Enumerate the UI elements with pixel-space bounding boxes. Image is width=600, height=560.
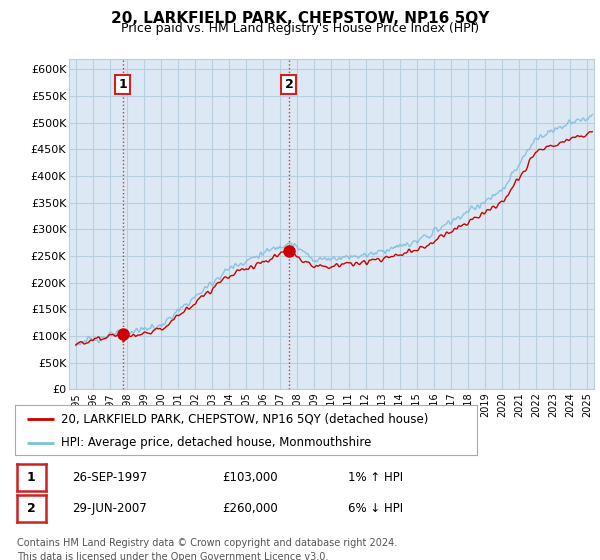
Text: 2: 2 <box>27 502 35 515</box>
Text: 20, LARKFIELD PARK, CHEPSTOW, NP16 5QY: 20, LARKFIELD PARK, CHEPSTOW, NP16 5QY <box>111 11 489 26</box>
Text: 1: 1 <box>27 470 35 484</box>
Text: 6% ↓ HPI: 6% ↓ HPI <box>348 502 403 515</box>
Text: £260,000: £260,000 <box>222 502 278 515</box>
Text: 26-SEP-1997: 26-SEP-1997 <box>72 470 147 484</box>
Text: 20, LARKFIELD PARK, CHEPSTOW, NP16 5QY (detached house): 20, LARKFIELD PARK, CHEPSTOW, NP16 5QY (… <box>61 413 428 426</box>
Text: 29-JUN-2007: 29-JUN-2007 <box>72 502 147 515</box>
Text: £103,000: £103,000 <box>222 470 278 484</box>
Text: HPI: Average price, detached house, Monmouthshire: HPI: Average price, detached house, Monm… <box>61 436 371 449</box>
Text: 1% ↑ HPI: 1% ↑ HPI <box>348 470 403 484</box>
Text: 2: 2 <box>284 78 293 91</box>
Text: Contains HM Land Registry data © Crown copyright and database right 2024.
This d: Contains HM Land Registry data © Crown c… <box>17 538 397 560</box>
Text: Price paid vs. HM Land Registry's House Price Index (HPI): Price paid vs. HM Land Registry's House … <box>121 22 479 35</box>
Text: 1: 1 <box>118 78 127 91</box>
